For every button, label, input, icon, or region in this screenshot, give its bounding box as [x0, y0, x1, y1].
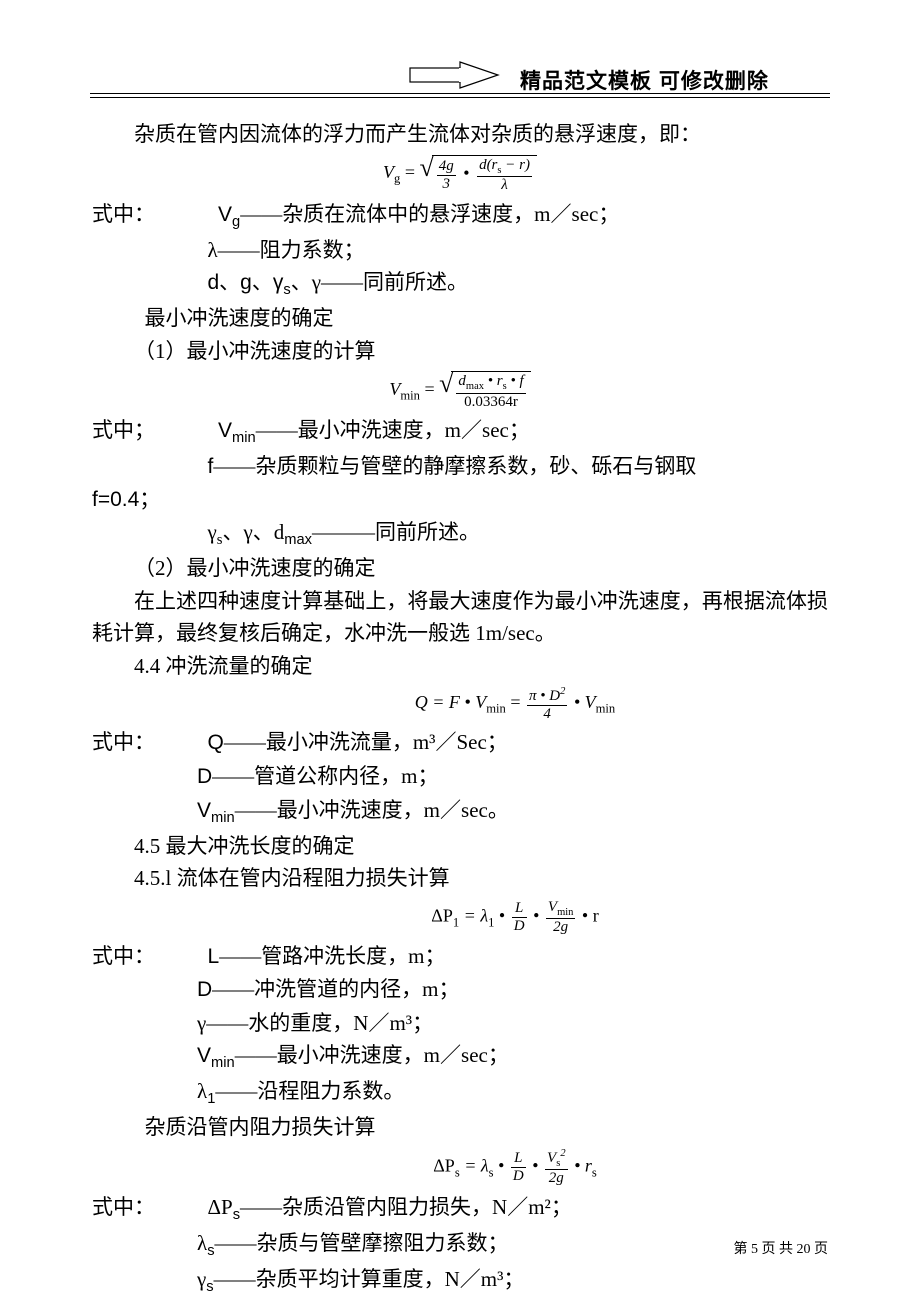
formula-q: Q = F • Vmin = π • D24 • Vmin	[92, 686, 828, 722]
sec-451: 4.5.l 流体在管内沿程阻力损失计算	[92, 862, 828, 895]
dps-def-gammas: γs——杂质平均计算重度，N／m³；	[92, 1263, 828, 1299]
q-def-vmin: Vmin——最小冲洗速度，m／sec。	[92, 794, 828, 830]
vmin-defs-line1: 式中；Vmin——最小冲洗速度，m／sec；	[92, 414, 828, 450]
dp1-def-vmin: Vmin——最小冲洗速度，m／sec；	[92, 1039, 828, 1075]
sec-44: 4.4 冲洗流量的确定	[92, 650, 828, 683]
vmin-def-same: γs、γ、dmax———同前所述。	[92, 516, 828, 552]
vg-def-lambda: λ——阻力系数；	[92, 234, 828, 267]
sec-minv-title: 最小冲洗速度的确定	[92, 302, 828, 335]
formula-vg: Vg = √ 4g3 • d(rs − r)λ	[92, 155, 828, 194]
vg-def-same: d、g、γs、γ——同前所述。	[92, 266, 828, 302]
header-arrow-icon	[408, 60, 503, 90]
vmin-f-value: f=0.4；	[92, 484, 828, 517]
page-current: 5	[751, 1242, 758, 1257]
header-title: 精品范文模板 可修改删除	[520, 65, 769, 95]
sec-impurity-title: 杂质沿管内阻力损失计算	[92, 1111, 828, 1144]
q-def-d: D——管道公称内径，m；	[92, 760, 828, 794]
page-total: 20	[797, 1242, 811, 1257]
q-defs-line1: 式中：Q——最小冲洗流量，m³／Sec；	[92, 726, 828, 760]
dp1-def-d: D——冲洗管道的内径，m；	[92, 973, 828, 1007]
dp1-defs-line1: 式中：L——管路冲洗长度，m；	[92, 940, 828, 974]
vmin-def-f: ff——杂质颗粒与管壁的静摩擦系数，砂、砾石与钢取——杂质颗粒与管壁的静摩擦系数…	[92, 450, 828, 484]
vg-defs-line1: 式中：Vg——杂质在流体中的悬浮速度，m／sec；	[92, 198, 828, 234]
dps-def-lambdas: λs——杂质与管壁摩擦阻力系数；	[92, 1227, 828, 1263]
dp1-def-lambda1: λ1——沿程阻力系数。	[92, 1075, 828, 1111]
intro-paragraph: 杂质在管内因流体的浮力而产生流体对杂质的悬浮速度，即：	[92, 118, 828, 151]
sec-45: 4.5 最大冲洗长度的确定	[92, 830, 828, 863]
dp1-def-gamma: γ——水的重度，N／m³；	[92, 1007, 828, 1040]
dps-defs-line1: 式中：ΔPs——杂质沿管内阻力损失，N／m²；	[92, 1191, 828, 1227]
page-footer: 第 5 页 共 20 页	[734, 1238, 829, 1258]
formula-vmin: Vmin = √ dmax • rs • f0.03364r	[92, 371, 828, 410]
sec-minv-1: （1）最小冲洗速度的计算	[92, 335, 828, 368]
formula-dp1: ΔP1 = λ1 • LD • Vmin2g • r	[92, 899, 828, 936]
document-body: 杂质在管内因流体的浮力而产生流体对杂质的悬浮速度，即： Vg = √ 4g3 •…	[92, 118, 828, 1299]
sec-minv-para: 在上述四种速度计算基础上，将最大速度作为最小冲洗速度，再根据流体损耗计算，最终复…	[92, 585, 828, 650]
sec-minv-2: （2）最小冲洗速度的确定	[92, 552, 828, 585]
formula-dps: ΔPs = λs • LD • Vs22g • rs	[92, 1148, 828, 1187]
